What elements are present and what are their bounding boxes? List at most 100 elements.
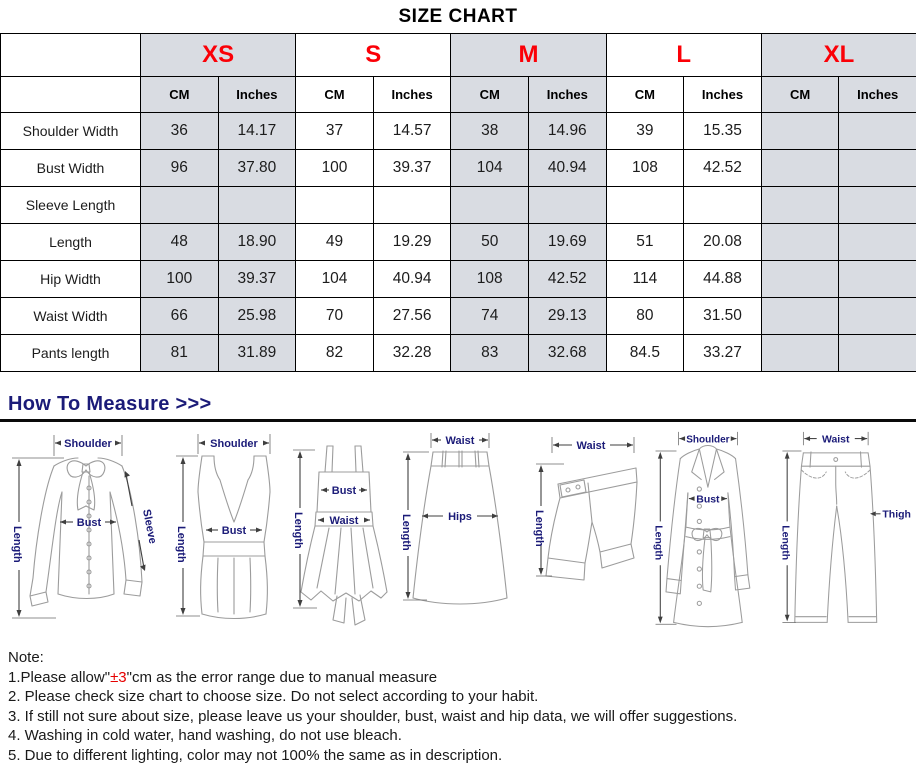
value-cell: 38: [451, 113, 529, 150]
note-text: 1.Please allow": [8, 669, 110, 686]
shoulder-label: Shoulder: [210, 438, 258, 450]
table-row: Shoulder Width 36 14.17 37 14.57 38 14.9…: [1, 113, 916, 150]
value-cell: [761, 150, 839, 187]
garment-outline: [666, 445, 750, 626]
value-cell: [761, 335, 839, 372]
value-cell: 82: [296, 335, 374, 372]
value-cell: 74: [451, 298, 529, 335]
bust-label: Bust: [77, 517, 102, 529]
length-label: Length: [401, 514, 412, 551]
row-label: Waist Width: [1, 298, 141, 335]
table-row: Length 48 18.90 49 19.29 50 19.69 51 20.…: [1, 224, 916, 261]
garment-outline: [198, 456, 270, 619]
length-label: Length: [292, 512, 304, 549]
value-cell: 80: [606, 298, 684, 335]
value-cell: 84.5: [606, 335, 684, 372]
value-cell: 19.69: [529, 224, 607, 261]
value-cell: 108: [451, 261, 529, 298]
value-cell: 104: [451, 150, 529, 187]
corner-cell: [1, 34, 141, 77]
value-cell: 100: [296, 150, 374, 187]
value-cell: 50: [451, 224, 529, 261]
value-cell: [839, 187, 916, 224]
row-label: Length: [1, 224, 141, 261]
value-cell: 108: [606, 150, 684, 187]
row-label: Bust Width: [1, 150, 141, 187]
bust-label: Bust: [221, 525, 246, 537]
unit-inches: Inches: [684, 77, 762, 113]
value-cell: 114: [606, 261, 684, 298]
row-label: Shoulder Width: [1, 113, 141, 150]
value-cell: [761, 224, 839, 261]
garment-outline: [30, 458, 142, 606]
value-cell: [529, 187, 607, 224]
value-cell: [606, 187, 684, 224]
value-cell: [141, 187, 219, 224]
value-cell: 40.94: [529, 150, 607, 187]
pants-sketch: Waist Length Thigh: [769, 430, 912, 630]
notes-section: Note: 1.Please allow"±3"cm as the error …: [0, 636, 916, 765]
garment-outline: [301, 446, 387, 625]
value-cell: [451, 187, 529, 224]
vest-sketch: Shoulder Length Bust: [168, 430, 288, 630]
row-label: Pants length: [1, 335, 141, 372]
value-cell: 39.37: [218, 261, 296, 298]
waist-label: Waist: [822, 434, 850, 445]
unit-inches: Inches: [218, 77, 296, 113]
unit-cm: CM: [141, 77, 219, 113]
how-to-measure-heading: How To Measure >>>: [8, 392, 916, 416]
note-line: 1.Please allow"±3"cm as the error range …: [8, 668, 916, 688]
value-cell: 15.35: [684, 113, 762, 150]
value-cell: [839, 224, 916, 261]
value-cell: 31.89: [218, 335, 296, 372]
value-cell: [684, 187, 762, 224]
table-row: Sleeve Length: [1, 187, 916, 224]
value-cell: [761, 113, 839, 150]
size-header-row: XS S M L XL: [1, 34, 916, 77]
garment-outline: [413, 451, 507, 604]
measure-arrows: Waist Length Thigh: [779, 432, 911, 622]
value-cell: 32.28: [373, 335, 451, 372]
value-cell: 96: [141, 150, 219, 187]
length-label: Length: [175, 526, 187, 563]
value-cell: 14.17: [218, 113, 296, 150]
value-cell: 42.52: [684, 150, 762, 187]
measure-arrows: Shoulder Length Bust: [175, 434, 270, 616]
value-cell: [839, 113, 916, 150]
size-header-xs: XS: [141, 34, 296, 77]
shoulder-label: Shoulder: [686, 434, 729, 445]
bust-label: Bust: [332, 485, 357, 497]
size-header-l: L: [606, 34, 761, 77]
value-cell: 81: [141, 335, 219, 372]
value-cell: 29.13: [529, 298, 607, 335]
skirt-sketch: Waist Hips Length: [401, 430, 511, 630]
note-text: "cm as the error range due to manual mea…: [127, 669, 437, 686]
unit-cm: CM: [761, 77, 839, 113]
cami-dress-sketch: Length Bust Waist: [289, 430, 399, 630]
note-line: 5. Due to different lighting, color may …: [8, 746, 916, 765]
note-line: 2. Please check size chart to choose siz…: [8, 687, 916, 707]
bust-label: Bust: [696, 494, 720, 505]
value-cell: 36: [141, 113, 219, 150]
size-header-s: S: [296, 34, 451, 77]
value-cell: [761, 298, 839, 335]
page-title: SIZE CHART: [0, 0, 916, 33]
size-chart-table: XS S M L XL CM Inches CM Inches CM Inche…: [0, 33, 916, 372]
value-cell: 37: [296, 113, 374, 150]
length-label: Length: [11, 526, 23, 563]
thigh-label: Thigh: [882, 510, 911, 521]
value-cell: 14.96: [529, 113, 607, 150]
value-cell: 39.37: [373, 150, 451, 187]
measure-figures: Shoulder Length Bust Sleeve: [0, 422, 916, 636]
hips-label: Hips: [448, 511, 472, 523]
value-cell: 14.57: [373, 113, 451, 150]
unit-cm: CM: [451, 77, 529, 113]
row-label: Sleeve Length: [1, 187, 141, 224]
size-header-m: M: [451, 34, 606, 77]
value-cell: 37.80: [218, 150, 296, 187]
shoulder-label: Shoulder: [64, 438, 112, 450]
unit-inches: Inches: [529, 77, 607, 113]
value-cell: 31.50: [684, 298, 762, 335]
value-cell: [839, 335, 916, 372]
value-cell: 70: [296, 298, 374, 335]
